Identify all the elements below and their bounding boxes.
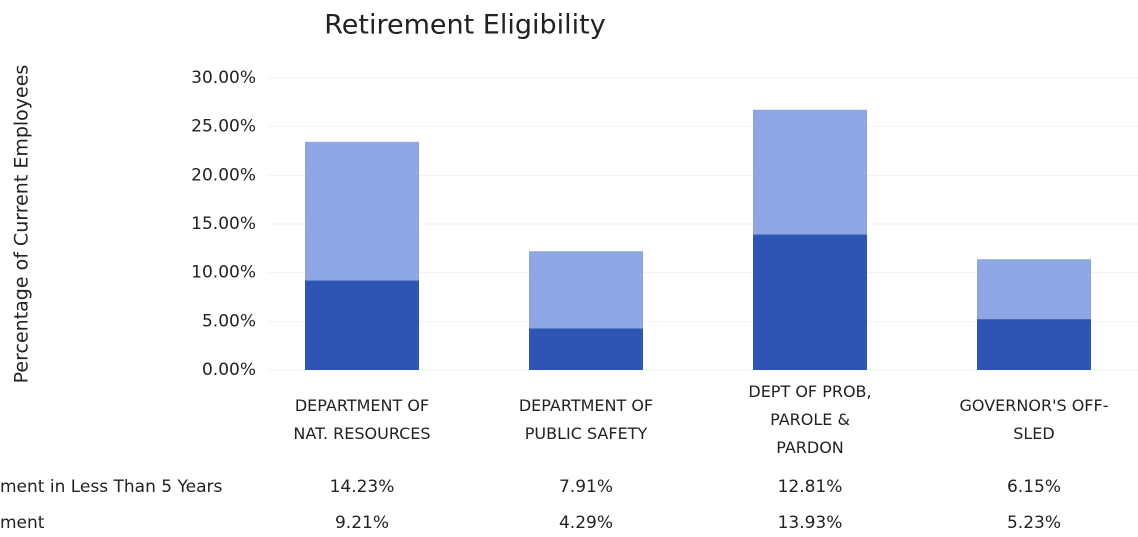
table-row-label: ment in Less Than 5 Years — [0, 477, 222, 497]
table-value: 13.93% — [778, 513, 843, 533]
table-value: 12.81% — [778, 477, 843, 497]
x-tick-label: GOVERNOR'S OFF- SLED — [959, 396, 1109, 443]
table-value: 7.91% — [559, 477, 613, 497]
y-tick-label: 10.00% — [191, 263, 256, 283]
x-tick-label: DEPARTMENT OF PUBLIC SAFETY — [518, 396, 654, 443]
table-value: 14.23% — [330, 477, 395, 497]
x-tick-label: DEPT OF PROB, PAROLE & PARDON — [748, 382, 872, 457]
y-tick-label: 30.00% — [191, 68, 256, 88]
table-row-label: ment — [0, 513, 45, 533]
bar-segment — [305, 141, 419, 281]
bar-segment — [529, 328, 643, 370]
table-value: 4.29% — [559, 513, 613, 533]
y-tick-label: 25.00% — [191, 117, 256, 137]
bar-segment — [529, 251, 643, 329]
bar-segment — [753, 234, 867, 370]
bar-segment — [977, 259, 1091, 320]
y-tick-label: 15.00% — [191, 214, 256, 234]
table-value: 9.21% — [335, 513, 389, 533]
y-tick-label: 5.00% — [202, 311, 256, 331]
y-tick-label: 0.00% — [202, 360, 256, 380]
y-axis-label: Percentage of Current Employees — [11, 65, 33, 384]
chart-title: Retirement Eligibility — [324, 10, 605, 41]
table-value: 6.15% — [1007, 477, 1061, 497]
bar-segment — [977, 319, 1091, 370]
bar-segment — [305, 280, 419, 370]
bar-segment — [753, 109, 867, 235]
x-tick-label: DEPARTMENT OF NAT. RESOURCES — [293, 396, 431, 443]
table-value: 5.23% — [1007, 513, 1061, 533]
y-tick-label: 20.00% — [191, 165, 256, 185]
